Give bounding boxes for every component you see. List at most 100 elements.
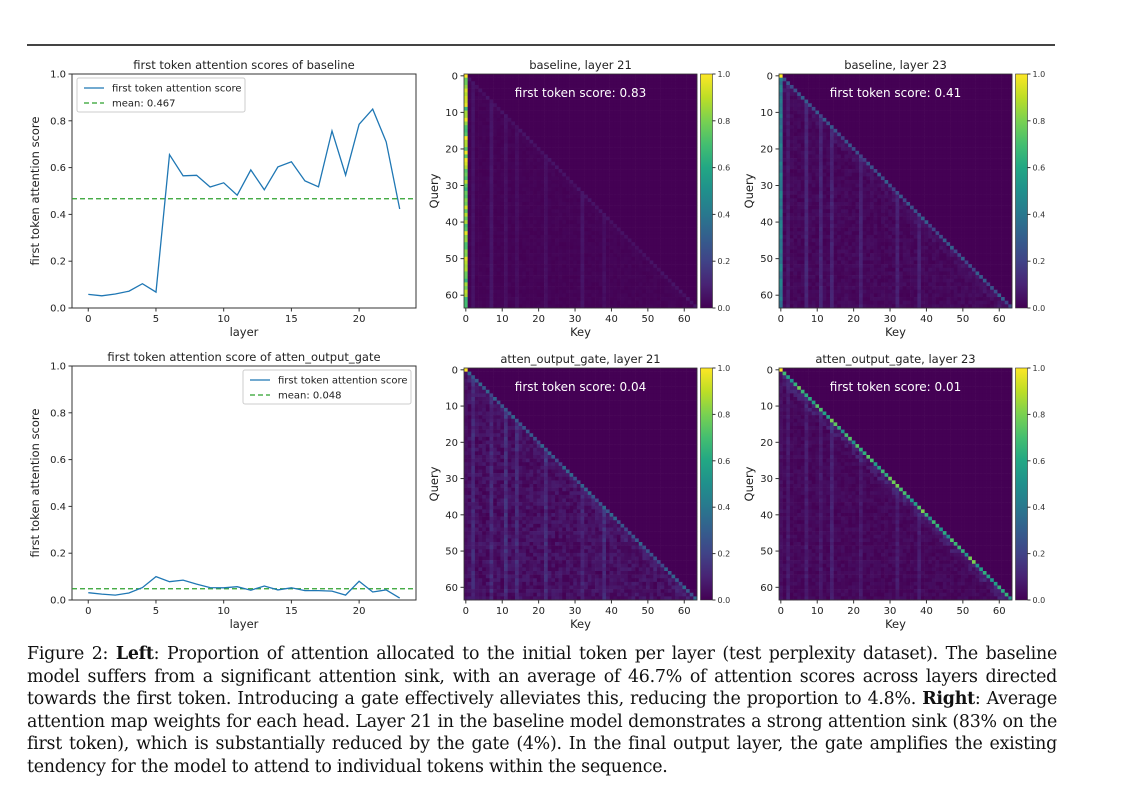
heatmap-cell bbox=[558, 136, 563, 141]
heatmap-cell bbox=[598, 81, 603, 86]
heatmap-cell bbox=[635, 121, 640, 126]
heatmap-cell bbox=[609, 150, 614, 155]
heatmap-cell bbox=[514, 286, 519, 291]
heatmap-cell bbox=[558, 95, 563, 100]
heatmap-cell bbox=[975, 95, 980, 100]
heatmap-cell bbox=[646, 231, 650, 236]
heatmap-cell bbox=[642, 84, 647, 89]
heatmap-cell bbox=[631, 180, 636, 184]
heatmap-cell bbox=[580, 161, 585, 166]
heatmap-cell bbox=[678, 191, 683, 195]
heatmap-cell bbox=[598, 180, 603, 184]
heatmap-cell bbox=[478, 77, 483, 82]
heatmap-cell bbox=[595, 201, 599, 206]
heatmap-cell bbox=[613, 165, 618, 170]
heatmap-cell bbox=[478, 117, 483, 122]
heatmap-cell bbox=[616, 216, 621, 221]
heatmap-cell bbox=[797, 106, 802, 111]
heatmap-cell bbox=[689, 216, 694, 221]
heatmap-cell bbox=[496, 231, 501, 236]
heatmap-cell bbox=[587, 84, 592, 89]
heatmap-cell bbox=[551, 77, 556, 82]
heatmap-cell bbox=[609, 176, 614, 181]
heatmap-cell bbox=[569, 128, 574, 133]
heatmap-cell bbox=[474, 103, 479, 108]
heatmap-cell bbox=[514, 106, 519, 111]
heatmap-cell bbox=[482, 238, 487, 243]
heatmap-cell bbox=[558, 169, 563, 174]
heatmap-cell bbox=[917, 84, 922, 89]
heatmap-cell bbox=[514, 242, 519, 247]
heatmap-cell bbox=[587, 194, 592, 199]
heatmap-cell bbox=[653, 103, 658, 108]
heatmap-cell bbox=[507, 242, 512, 247]
heatmap-cell bbox=[660, 234, 665, 239]
heatmap-cell bbox=[500, 300, 505, 305]
heatmap-cell bbox=[693, 161, 698, 166]
heatmap-cell bbox=[660, 103, 665, 108]
heatmap-cell bbox=[797, 92, 802, 97]
heatmap-cell bbox=[902, 88, 907, 93]
heatmap-cell bbox=[511, 128, 516, 133]
heatmap-cell bbox=[913, 88, 918, 93]
heatmap-cell bbox=[678, 275, 683, 280]
heatmap-cell bbox=[624, 286, 629, 291]
heatmap-cell bbox=[540, 88, 545, 93]
heatmap-cell bbox=[474, 187, 479, 192]
heatmap-cell bbox=[598, 198, 603, 203]
heatmap-cell bbox=[478, 264, 483, 269]
heatmap-cell bbox=[493, 267, 498, 272]
heatmap-cell bbox=[598, 278, 603, 283]
heatmap-cell bbox=[675, 110, 680, 115]
heatmap-cell bbox=[602, 92, 607, 97]
heatmap-cell bbox=[525, 286, 530, 291]
heatmap-cell bbox=[569, 245, 574, 250]
legend-box bbox=[76, 77, 246, 113]
heatmap-cell bbox=[482, 95, 487, 100]
heatmap-cell bbox=[474, 264, 479, 269]
heatmap-cell bbox=[544, 267, 549, 272]
heatmap-cell bbox=[493, 128, 498, 133]
heatmap-cell bbox=[605, 194, 610, 199]
heatmap-cell bbox=[616, 278, 621, 283]
heatmap-cell bbox=[471, 253, 476, 258]
heatmap-cell bbox=[627, 220, 632, 225]
heatmap-cell bbox=[591, 110, 596, 115]
heatmap-cell bbox=[660, 212, 665, 217]
heatmap-cell bbox=[609, 198, 614, 203]
heatmap-cell bbox=[942, 103, 947, 108]
heatmap-cell bbox=[500, 231, 505, 236]
heatmap-cell bbox=[931, 106, 936, 111]
heatmap-cell bbox=[693, 169, 698, 174]
heatmap-cell bbox=[682, 205, 687, 210]
heatmap-cell bbox=[605, 271, 610, 276]
heatmap-cell bbox=[616, 110, 621, 115]
heatmap-cell bbox=[595, 216, 599, 221]
heatmap-cell bbox=[1008, 99, 1013, 104]
heatmap-cell bbox=[686, 282, 691, 287]
heatmap-cell bbox=[602, 136, 607, 141]
heatmap-cell bbox=[562, 114, 567, 119]
heatmap-cell bbox=[522, 275, 527, 280]
heatmap-cell bbox=[522, 99, 527, 104]
heatmap-cell bbox=[664, 136, 669, 141]
heatmap-cell bbox=[536, 220, 541, 225]
heatmap-cell bbox=[953, 92, 958, 97]
heatmap-cell bbox=[689, 293, 694, 298]
heatmap-cell bbox=[678, 260, 683, 265]
heatmap-cell bbox=[511, 187, 516, 192]
heatmap-cell bbox=[613, 92, 618, 97]
heatmap-cell bbox=[961, 84, 965, 89]
heatmap-cell bbox=[979, 88, 984, 93]
heatmap-cell bbox=[533, 180, 538, 184]
heatmap-cell bbox=[602, 103, 607, 108]
heatmap-cell bbox=[682, 81, 687, 86]
heatmap-cell bbox=[533, 81, 538, 86]
heatmap-cell bbox=[975, 110, 980, 115]
heatmap-cell bbox=[605, 191, 610, 195]
heatmap-cell bbox=[467, 260, 472, 265]
heatmap-cell bbox=[873, 77, 878, 82]
heatmap-cell bbox=[482, 271, 487, 276]
heatmap-cell bbox=[522, 198, 527, 203]
heatmap-cell bbox=[576, 128, 581, 133]
